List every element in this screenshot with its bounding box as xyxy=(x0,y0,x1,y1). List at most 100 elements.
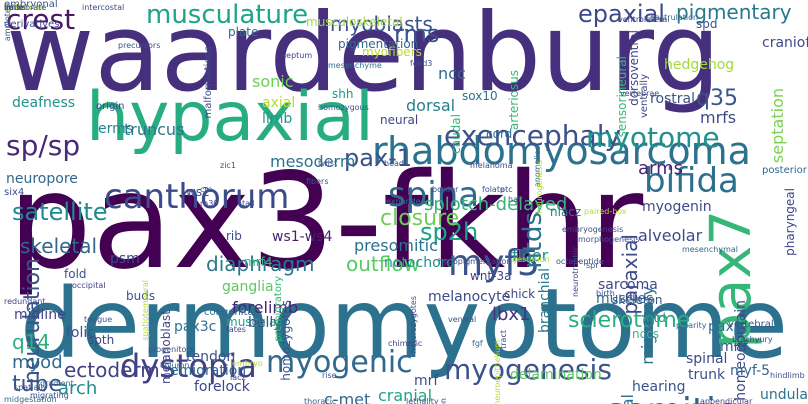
word-pigmentation: pigmentation xyxy=(338,37,419,51)
word-delamination: delamination xyxy=(510,367,602,383)
word-malformations: malformations xyxy=(203,46,214,119)
word-plate: plate xyxy=(228,25,259,39)
word-ectoderm: ectoderm xyxy=(64,358,160,382)
word-epidermal: epidermal xyxy=(4,3,45,12)
word-caudal: caudal xyxy=(449,114,463,154)
word-folate: folate xyxy=(482,185,505,194)
word-rhabdomyosarcoma: rhabdomyosarcoma xyxy=(372,129,751,173)
word-neuroepithelium: neuroepithelium xyxy=(493,340,502,404)
word-arteriosus: arteriosus xyxy=(507,70,521,131)
word-hypaxial: hypaxial xyxy=(86,78,374,157)
word-intercostal: intercostal xyxy=(82,3,125,12)
word-bifida: bifida xyxy=(644,161,739,201)
word-paired-box: paired-box xyxy=(584,207,627,216)
word-head: head xyxy=(384,159,404,168)
word-wnt-3a: wnt-3a xyxy=(470,269,512,283)
word-hindlimb: hindlimb xyxy=(770,371,805,380)
word-spr: spr xyxy=(586,261,599,270)
word-myoblasts: myoblasts xyxy=(330,12,433,36)
word-musculoskeletal: musculoskeletal xyxy=(306,15,403,29)
word-exencephaly: exencephaly xyxy=(444,119,622,152)
word-fusion: fusion xyxy=(439,398,448,404)
word-limb: limb xyxy=(262,111,293,127)
word-q35: q35 xyxy=(696,86,738,111)
word-hair: hair xyxy=(508,195,524,204)
word-branchial: branchial xyxy=(537,268,553,334)
word-migrating: migrating xyxy=(30,391,69,400)
word-fgf: fgf xyxy=(472,339,483,348)
word-mesoderm: mesoderm xyxy=(270,152,356,171)
word-myogenic: myogenic xyxy=(266,345,413,380)
word-presomitic: presomitic xyxy=(354,236,438,255)
word-neural: neural xyxy=(380,113,419,127)
word-embryonal: embryonal xyxy=(4,0,58,10)
word-sonic: sonic xyxy=(252,72,294,91)
word-limbs: limbs xyxy=(4,3,26,12)
word-rostral: rostral xyxy=(650,91,696,107)
word-hedgehog: hedgehog xyxy=(664,57,735,73)
word-ventrolateral: ventrolateral xyxy=(618,15,670,24)
word-mesenchymal: mesenchymal xyxy=(682,245,738,254)
word-sox10: sox10 xyxy=(462,89,498,103)
word-waardenburg: waardenburg xyxy=(6,0,721,116)
word-folic: folic xyxy=(66,325,95,341)
word-ganglia: ganglia xyxy=(222,279,274,295)
word-brachyury: brachyury xyxy=(732,335,773,344)
word-splotch-delayed: splotch-delayed xyxy=(424,194,568,215)
word-somitic: somitic xyxy=(606,394,736,404)
word-dorsal: dorsal xyxy=(406,96,456,115)
word-hypopigmentation: hypopigmentation xyxy=(438,257,512,266)
word-muscles: muscles xyxy=(596,291,654,307)
word-birth: birth xyxy=(596,289,615,298)
word-fibers: fibers xyxy=(306,177,329,186)
word-axial: axial xyxy=(262,95,296,111)
word-canthorum: canthorum xyxy=(104,177,290,217)
word-sp-sp: sp/sp xyxy=(6,129,81,162)
word-lbx1: lbx1 xyxy=(492,304,531,325)
word-myotome: myotome xyxy=(586,121,720,154)
word-floor: floor xyxy=(512,246,549,265)
word-septation: septation xyxy=(768,88,787,164)
word-spatiotemporal: spatiotemporal xyxy=(141,280,150,341)
word-fold: fold xyxy=(64,267,87,281)
word-cranial: cranial xyxy=(378,386,433,404)
word-column: column xyxy=(160,361,190,370)
word-skeletal: skeletal xyxy=(20,234,98,258)
word-gradient: gradient xyxy=(40,379,74,388)
word-myogenin: myogenin xyxy=(642,199,712,215)
word-occipital: occipital xyxy=(72,281,106,290)
word-chimeric: chimeric xyxy=(388,339,423,348)
word-sclerotome: sclerotome xyxy=(568,308,691,333)
word-trunk: trunk xyxy=(688,367,726,383)
word-fates: fates xyxy=(226,325,246,334)
word-congenital: congenital xyxy=(204,307,257,318)
word-erms: erms xyxy=(98,121,134,137)
word-myogenesis: myogenesis xyxy=(444,353,612,386)
word-posterior: posterior xyxy=(762,165,807,176)
word-mrf: mrf xyxy=(414,373,439,389)
word-ws2: ws2 xyxy=(186,185,210,199)
word-pax3-fkhr: pax3-fkhr xyxy=(8,145,644,299)
word-thoracic: thoracic xyxy=(304,397,337,404)
word-neurotrophic: neurotrophic xyxy=(571,246,580,297)
word-ntd: ntd xyxy=(646,311,666,325)
word-myofibers: myofibers xyxy=(362,45,422,59)
word-precursors: precursors xyxy=(118,41,161,50)
word-c-met: c-met xyxy=(324,390,371,404)
word-lumbosacral: lumbosacral xyxy=(618,394,637,404)
word-q14: q14 xyxy=(12,330,51,354)
word-spth: spth xyxy=(88,333,115,347)
word-zic1: zic1 xyxy=(220,161,236,170)
word-diaphragm: diaphragm xyxy=(206,252,315,276)
word-truncus: truncus xyxy=(124,120,185,139)
word-neurogenesis: neurogenesis xyxy=(535,160,544,214)
word-embryo: embryo xyxy=(232,359,263,368)
word-expanded: expanded xyxy=(386,197,426,206)
word-chick: chick xyxy=(504,287,536,301)
word-midgestation: midgestation xyxy=(4,395,57,404)
word-shh: shh xyxy=(332,87,354,101)
word-mrf4: mrf4 xyxy=(244,255,273,269)
word-gestation: gestation xyxy=(512,255,550,264)
word-undulated: undulated xyxy=(760,387,808,403)
